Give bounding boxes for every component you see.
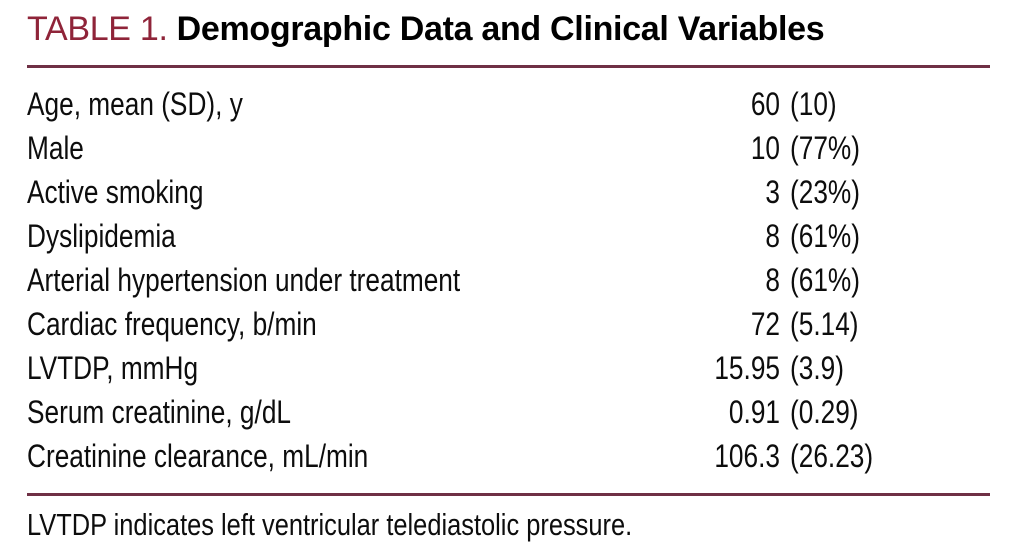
table-row: LVTDP, mmHg 15.95 (3.9): [27, 346, 990, 390]
row-value-dispersion: (61%): [790, 262, 860, 298]
table-number-label: TABLE 1.: [27, 10, 168, 48]
row-label: Male: [27, 126, 680, 170]
row-label: Serum creatinine, g/dL: [27, 390, 680, 434]
row-value-mean: 15.95: [714, 350, 780, 386]
row-value-mean: 10: [750, 130, 780, 166]
row-value-mean: 3: [765, 174, 780, 210]
row-label-text: Male: [27, 130, 84, 166]
row-value: 72 (5.14): [680, 302, 990, 346]
row-label-text: Dyslipidemia: [27, 218, 176, 254]
row-label: Creatinine clearance, mL/min: [27, 434, 680, 478]
row-label-text: Cardiac frequency, b/min: [27, 306, 317, 342]
table-row: Male 10 (77%): [27, 126, 990, 170]
row-value-dispersion: (26.23): [790, 438, 874, 474]
row-value: 60 (10): [680, 82, 990, 126]
row-value: 8 (61%): [680, 214, 990, 258]
row-value-dispersion: (61%): [790, 218, 860, 254]
row-label: LVTDP, mmHg: [27, 346, 680, 390]
row-label-text: Creatinine clearance, mL/min: [27, 438, 369, 474]
row-label-text: Serum creatinine, g/dL: [27, 394, 292, 430]
row-value-mean: 0.91: [728, 394, 780, 430]
row-value: 0.91 (0.29): [680, 390, 990, 434]
row-value: 8 (61%): [680, 258, 990, 302]
row-value: 10 (77%): [680, 126, 990, 170]
table-row: Dyslipidemia 8 (61%): [27, 214, 990, 258]
table-row: Age, mean (SD), y 60 (10): [27, 82, 990, 126]
row-value-mean: 8: [765, 218, 780, 254]
row-value: 106.3 (26.23): [680, 434, 990, 478]
table-row: Arterial hypertension under treatment 8 (…: [27, 258, 990, 302]
row-value-mean: 60: [750, 86, 780, 122]
table-row: Serum creatinine, g/dL 0.91 (0.29): [27, 390, 990, 434]
row-value-dispersion: (77%): [790, 130, 860, 166]
row-value-dispersion: (5.14): [790, 306, 859, 342]
row-value: 15.95 (3.9): [680, 346, 990, 390]
bottom-rule-divider: [27, 493, 990, 496]
table-footnote: LVTDP indicates left ventricular teledia…: [27, 505, 990, 545]
table-title: Demographic Data and Clinical Variables: [176, 10, 825, 48]
row-value: 3 (23%): [680, 170, 990, 214]
table-row: Active smoking 3 (23%): [27, 170, 990, 214]
row-value-dispersion: (3.9): [790, 350, 844, 386]
row-label-text: Arterial hypertension under treatment: [27, 262, 461, 298]
row-value-dispersion: (0.29): [790, 394, 859, 430]
row-value-mean: 106.3: [714, 438, 780, 474]
row-value-mean: 72: [750, 306, 780, 342]
row-label: Cardiac frequency, b/min: [27, 302, 680, 346]
row-label-text: Active smoking: [27, 174, 204, 210]
figure-title-row: TABLE 1. Demographic Data and Clinical Va…: [27, 9, 990, 49]
row-label: Arterial hypertension under treatment: [27, 258, 680, 302]
row-value-dispersion: (10): [790, 86, 837, 122]
row-label-text: LVTDP, mmHg: [27, 350, 199, 386]
row-label: Active smoking: [27, 170, 680, 214]
table-body: Age, mean (SD), y 60 (10) Male 10 (77%) Ac…: [27, 82, 990, 478]
table-row: Creatinine clearance, mL/min 106.3 (26.23…: [27, 434, 990, 478]
row-value-mean: 8: [765, 262, 780, 298]
table-footnote-text: LVTDP indicates left ventricular teledia…: [27, 507, 633, 542]
row-label: Age, mean (SD), y: [27, 82, 680, 126]
top-rule-divider: [27, 65, 990, 68]
row-label: Dyslipidemia: [27, 214, 680, 258]
table-row: Cardiac frequency, b/min 72 (5.14): [27, 302, 990, 346]
row-label-text: Age, mean (SD), y: [27, 86, 243, 122]
row-value-dispersion: (23%): [790, 174, 860, 210]
